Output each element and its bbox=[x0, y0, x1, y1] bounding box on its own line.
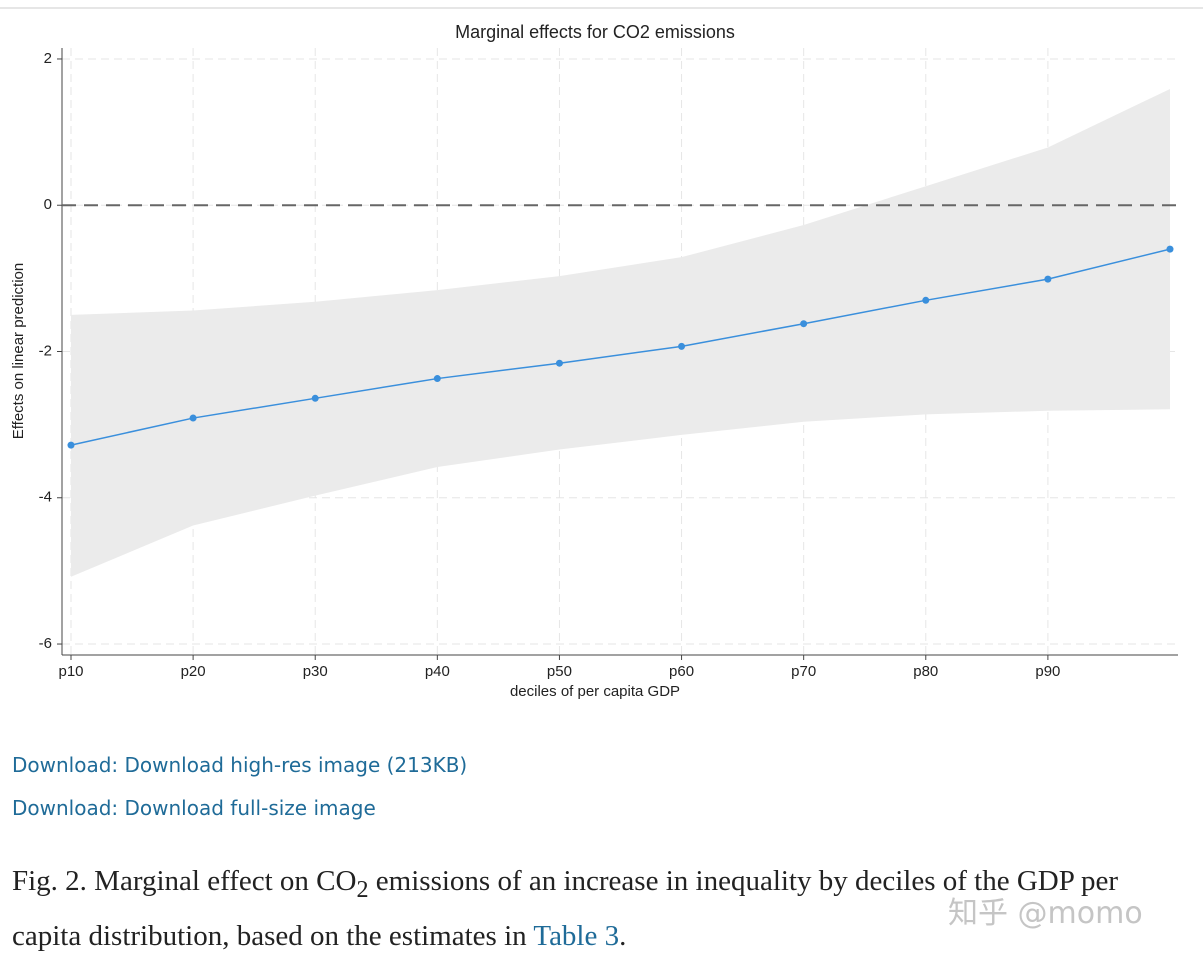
point bbox=[189, 414, 197, 422]
point bbox=[67, 441, 75, 449]
chart: Marginal effects for CO2 emissions decil… bbox=[0, 7, 1203, 700]
x-tick-label: p80 bbox=[913, 663, 938, 680]
point bbox=[800, 320, 808, 328]
caption-subscript: 2 bbox=[356, 875, 369, 903]
x-tick-label: p50 bbox=[547, 663, 572, 680]
download-link[interactable]: Download: Download high-res image (213KB… bbox=[12, 753, 468, 777]
chart-title: Marginal effects for CO2 emissions bbox=[455, 22, 735, 42]
y-axis-label: Effects on linear prediction bbox=[10, 263, 27, 440]
y-tick-label: -4 bbox=[39, 489, 52, 506]
point bbox=[922, 296, 930, 304]
point bbox=[311, 394, 319, 402]
table-link[interactable]: Table 3 bbox=[533, 919, 620, 952]
x-axis-label: deciles of per capita GDP bbox=[510, 683, 680, 700]
point bbox=[1044, 275, 1052, 283]
caption-text: Fig. 2. Marginal effect on CO bbox=[12, 865, 357, 897]
x-tick-label: p10 bbox=[58, 663, 83, 680]
effect-line bbox=[70, 248, 1171, 446]
caption-text: . bbox=[619, 919, 627, 952]
x-tick-label: p30 bbox=[303, 663, 328, 680]
download-link[interactable]: Download: Download full-size image bbox=[12, 796, 376, 820]
point bbox=[1166, 245, 1174, 253]
caption-text: emissions of an increase in inequality b… bbox=[12, 865, 1119, 952]
x-tick-label: p90 bbox=[1035, 663, 1060, 680]
y-tick-label: -2 bbox=[39, 342, 52, 359]
y-tick-label: -6 bbox=[39, 635, 52, 652]
y-tick-label: 0 bbox=[44, 196, 52, 213]
y-tick-label: 2 bbox=[44, 50, 52, 67]
x-tick-label: p60 bbox=[669, 663, 694, 680]
watermark: 知乎 @momo bbox=[948, 896, 1143, 931]
x-tick-label: p70 bbox=[791, 663, 816, 680]
point bbox=[555, 359, 563, 367]
point bbox=[678, 342, 686, 350]
x-tick-label: p40 bbox=[425, 663, 450, 680]
point bbox=[433, 375, 441, 383]
confidence-band bbox=[71, 88, 1170, 577]
x-tick-label: p20 bbox=[181, 663, 206, 680]
caption: Fig. 2. Marginal effect on CO2 emissions… bbox=[12, 858, 1182, 959]
